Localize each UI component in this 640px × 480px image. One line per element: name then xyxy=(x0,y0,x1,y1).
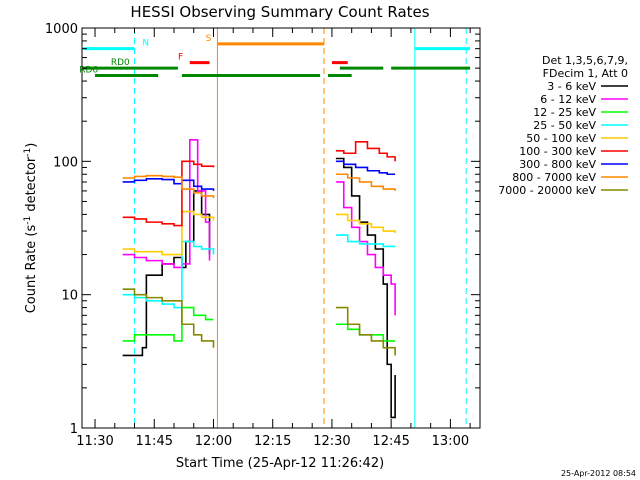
x-tick-label: 11:30 xyxy=(76,434,113,449)
legend-label-12-25-kev: 12 - 25 keV xyxy=(533,106,596,119)
x-tick-label: 12:30 xyxy=(313,434,350,449)
legend-header: FDecim 1, Att 0 xyxy=(543,67,628,80)
flag-s-label: S xyxy=(206,34,212,44)
series-100-300-kev-segment-0 xyxy=(122,160,215,227)
chart-title: HESSI Observing Summary Count Rates xyxy=(130,3,429,21)
y-tick-label: 10 xyxy=(61,289,78,304)
series-12-25-kev-segment-1 xyxy=(335,323,396,342)
legend-label-25-50-kev: 25 - 50 keV xyxy=(533,119,596,132)
legend-label-3-6-kev: 3 - 6 keV xyxy=(547,80,596,93)
x-tick-label: 11:45 xyxy=(136,434,173,449)
flag-rd0-label: RD0 xyxy=(111,58,130,68)
series-300-800-kev-segment-0 xyxy=(122,177,215,191)
series-50-100-kev-segment-0 xyxy=(122,210,215,256)
series-6-12-kev-segment-0 xyxy=(122,139,211,269)
legend: Det 1,3,5,6,7,9,FDecim 1, Att 03 - 6 keV… xyxy=(498,54,628,197)
series-3-6-kev-segment-0 xyxy=(122,190,211,357)
plot-area: N F S RD0 RD6 1 10 100 1000 11:30 11:45 12:00 12:15 1… xyxy=(45,22,481,449)
legend-header: Det 1,3,5,6,7,9, xyxy=(542,54,628,67)
flag-f-label: F xyxy=(178,53,183,63)
series-7000-20000-kev-segment-1 xyxy=(335,306,396,356)
series-25-50-kev-segment-0 xyxy=(122,240,215,309)
flag-rd6-label: RD6 xyxy=(79,66,98,76)
x-tick-label: 12:15 xyxy=(254,434,291,449)
x-tick-label: 12:00 xyxy=(195,434,232,449)
series-100-300-kev-segment-1 xyxy=(335,141,396,162)
series-25-50-kev-segment-1 xyxy=(335,234,396,248)
y-axis-label: Count Rate (s-1 detector-1) xyxy=(23,143,39,314)
legend-label-800-7000-kev: 800 - 7000 keV xyxy=(512,171,596,184)
flag-n-label: N xyxy=(142,39,149,49)
y-tick-label: 100 xyxy=(53,155,78,170)
series-7000-20000-kev-segment-0 xyxy=(122,288,215,348)
x-tick-label: 13:00 xyxy=(432,434,469,449)
plot-frame xyxy=(81,27,481,429)
series-800-7000-kev-segment-1 xyxy=(335,173,396,191)
series-800-7000-kev-segment-0 xyxy=(122,174,215,199)
x-tick-label: 12:45 xyxy=(372,434,409,449)
legend-label-50-100-kev: 50 - 100 keV xyxy=(526,132,596,145)
x-axis-label: Start Time (25-Apr-12 11:26:42) xyxy=(176,456,384,471)
y-tick-label: 1 xyxy=(70,422,78,437)
legend-label-300-800-kev: 300 - 800 keV xyxy=(519,158,596,171)
svg-text:Count Rate (s-1 detector-1): Count Rate (s-1 detector-1) xyxy=(23,143,39,314)
y-tick-label: 1000 xyxy=(45,22,78,37)
legend-label-7000-20000-kev: 7000 - 20000 keV xyxy=(498,184,596,197)
legend-label-6-12-kev: 6 - 12 keV xyxy=(540,93,596,106)
timestamp: 25-Apr-2012 08:54 xyxy=(561,469,636,478)
series-6-12-kev-segment-1 xyxy=(335,181,396,316)
series-300-800-kev-segment-1 xyxy=(335,160,396,176)
legend-label-100-300-kev: 100 - 300 keV xyxy=(519,145,596,158)
series-3-6-kev-segment-1 xyxy=(335,157,396,419)
series-12-25-kev-segment-0 xyxy=(122,306,214,342)
series-50-100-kev-segment-1 xyxy=(335,213,396,234)
